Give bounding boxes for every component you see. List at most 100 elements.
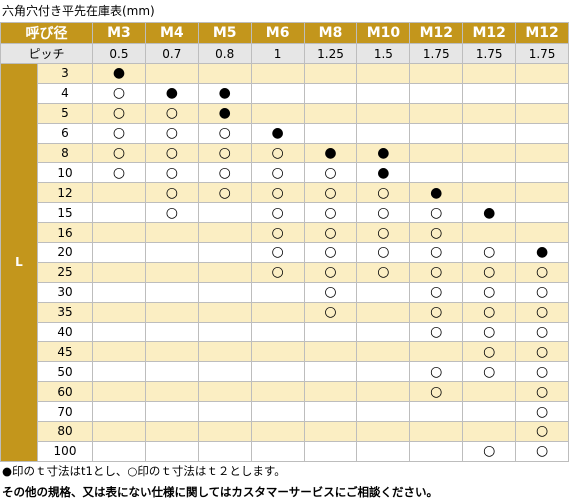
- stock-cell: ○: [144, 142, 199, 164]
- stock-mark: ○: [165, 204, 178, 221]
- stock-cell: ○: [92, 122, 146, 144]
- stock-mark: ●: [430, 184, 443, 201]
- stock-mark: ○: [324, 284, 337, 301]
- stock-mark: ○: [271, 204, 284, 221]
- pitch-value: 1: [250, 43, 305, 64]
- stock-cell: ○: [462, 440, 517, 462]
- stock-cell: [303, 102, 358, 124]
- length-row: 40 ○ ○ ○: [1, 321, 570, 343]
- stock-cell: [356, 341, 411, 363]
- stock-mark: ○: [112, 145, 126, 161]
- stock-cell: [356, 281, 411, 303]
- stock-cell: ○: [462, 341, 517, 363]
- length-value: 8: [37, 142, 93, 164]
- stock-cell: ○: [356, 222, 411, 244]
- stock-mark: ○: [430, 244, 443, 261]
- size-header: M12: [515, 22, 570, 44]
- stock-mark: ●: [218, 85, 231, 102]
- stock-cell: [462, 182, 517, 204]
- stock-cell: [250, 63, 305, 84]
- stock-mark: ○: [324, 184, 337, 201]
- stock-cell: ○: [144, 102, 199, 124]
- stock-cell: [144, 440, 199, 462]
- stock-cell: [409, 122, 464, 144]
- stock-cell: ○: [409, 261, 464, 283]
- length-row: 30 ○ ○ ○ ○: [1, 281, 570, 303]
- stock-mark: ●: [377, 164, 390, 181]
- size-header: M3: [92, 22, 146, 44]
- stock-cell: ●: [303, 142, 358, 164]
- stock-mark: ○: [324, 224, 337, 241]
- stock-mark: ●: [218, 105, 231, 122]
- length-value: 5: [37, 102, 93, 124]
- stock-cell: ●: [515, 242, 570, 263]
- length-row: 100 ○ ○: [1, 440, 570, 462]
- stock-cell: [197, 421, 252, 442]
- stock-cell: ○: [409, 242, 464, 263]
- length-row: 16 ○ ○ ○ ○: [1, 222, 570, 244]
- length-value: 20: [37, 242, 93, 263]
- stock-cell: ○: [144, 162, 199, 184]
- stock-mark: ○: [377, 184, 390, 201]
- stock-mark: ○: [271, 164, 284, 181]
- stock-cell: [462, 102, 517, 124]
- stock-mark: ○: [483, 443, 496, 460]
- stock-mark: ○: [324, 164, 337, 181]
- length-row: 50 ○ ○ ○: [1, 361, 570, 383]
- stock-cell: ●: [197, 102, 252, 124]
- stock-cell: [197, 261, 252, 283]
- stock-mark: ○: [165, 125, 178, 142]
- length-value: 50: [37, 361, 93, 383]
- stock-cell: [409, 401, 464, 423]
- stock-cell: ○: [515, 281, 570, 303]
- stock-cell: [462, 162, 517, 184]
- stock-cell: [197, 63, 252, 84]
- stock-mark: ○: [324, 304, 337, 321]
- size-header: M12: [462, 22, 517, 44]
- stock-cell: [303, 341, 358, 363]
- stock-cell: [144, 222, 199, 244]
- length-row: 5 ○ ○ ●: [1, 102, 570, 124]
- stock-cell: ○: [303, 162, 358, 184]
- stock-cell: [144, 63, 199, 84]
- stock-mark: ○: [430, 284, 443, 301]
- pitch-value: 1.75: [462, 43, 517, 64]
- stock-cell: [144, 281, 199, 303]
- stock-cell: [250, 341, 305, 363]
- length-value: 4: [37, 82, 93, 104]
- stock-cell: [197, 242, 252, 263]
- stock-cell: ○: [515, 381, 570, 403]
- stock-mark: ○: [324, 244, 337, 261]
- stock-cell: [515, 82, 570, 104]
- stock-mark: ○: [430, 264, 443, 281]
- stock-cell: [356, 301, 411, 323]
- stock-cell: [462, 401, 517, 423]
- stock-table: 呼び径 M3 M4 M5 M6 M8 M10 M12 M12 M12 ピッチ 0.5 0.7 0.8 1 1.…: [0, 22, 570, 462]
- stock-mark: ○: [483, 284, 496, 301]
- stock-cell: ○: [462, 261, 517, 283]
- stock-cell: [250, 82, 305, 104]
- stock-mark: ○: [483, 304, 496, 321]
- stock-mark: ○: [271, 224, 284, 241]
- stock-cell: [515, 142, 570, 164]
- stock-mark: ○: [218, 184, 231, 201]
- stock-mark: ○: [324, 264, 337, 281]
- stock-cell: [250, 281, 305, 303]
- stock-cell: ○: [303, 281, 358, 303]
- stock-cell: [409, 341, 464, 363]
- stock-cell: ○: [515, 261, 570, 283]
- stock-cell: ○: [144, 202, 199, 224]
- length-row: 4 ○ ● ●: [1, 82, 570, 104]
- stock-cell: ○: [409, 381, 464, 403]
- stock-cell: [144, 381, 199, 403]
- length-value: 6: [37, 122, 93, 144]
- stock-cell: ○: [356, 261, 411, 283]
- stock-cell: [462, 421, 517, 442]
- stock-mark: ○: [271, 184, 284, 201]
- stock-mark: ○: [112, 164, 126, 181]
- stock-cell: ○: [515, 440, 570, 462]
- stock-cell: ○: [92, 102, 146, 124]
- stock-cell: [144, 361, 199, 383]
- size-header: M8: [303, 22, 358, 44]
- stock-mark: ○: [377, 224, 390, 241]
